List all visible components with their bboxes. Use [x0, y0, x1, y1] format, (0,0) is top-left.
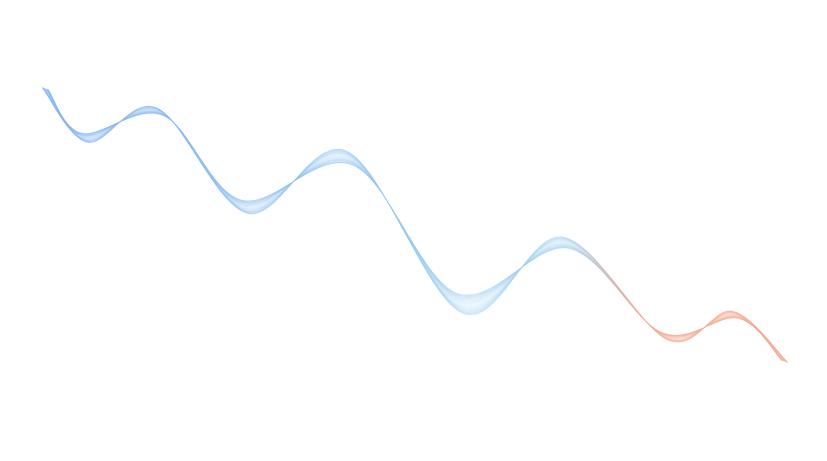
wave-line: [42, 87, 788, 363]
wave-line: [47, 89, 783, 361]
wave-line: [45, 88, 785, 362]
wave-line: [43, 87, 787, 363]
wave-line: [43, 87, 787, 363]
wave-line: [44, 88, 786, 362]
wave-line: [41, 87, 789, 363]
wave-line: [44, 88, 786, 362]
wave-line: [42, 87, 788, 363]
wave-line: [46, 88, 784, 362]
wave-line: [46, 88, 784, 362]
wave-line: [45, 88, 785, 362]
wave-line: [47, 89, 783, 361]
wave-line: [43, 87, 787, 363]
wave-line: [47, 89, 783, 361]
wave-line: [45, 88, 785, 362]
wave-line: [46, 88, 784, 362]
wave-lines: [41, 87, 789, 363]
wave-line: [45, 88, 785, 362]
wave-line: [42, 87, 788, 363]
wave-line: [42, 87, 788, 363]
wave-line: [48, 89, 782, 361]
wave-line: [44, 88, 786, 362]
